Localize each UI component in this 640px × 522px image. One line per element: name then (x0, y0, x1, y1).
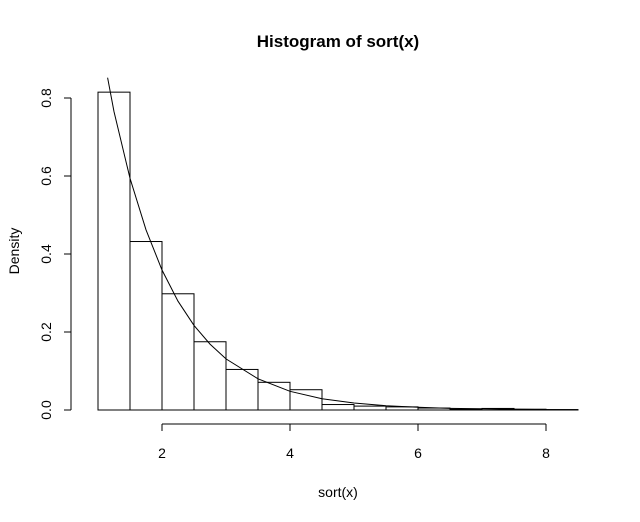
x-axis-label: sort(x) (318, 484, 358, 500)
x-tick-label: 6 (414, 445, 422, 461)
y-axis: 0.0 0.2 0.4 0.6 0.8 (38, 88, 72, 420)
histogram-bar (321, 404, 355, 411)
histogram-bar (449, 408, 483, 411)
x-axis: 2 4 6 8 (158, 423, 550, 461)
histogram-bar (129, 241, 163, 411)
histogram-bar (161, 293, 195, 411)
x-tick-label: 8 (542, 445, 550, 461)
y-tick-label: 0.6 (38, 166, 54, 186)
histogram-bar (257, 381, 291, 411)
histogram-bar (225, 368, 259, 411)
histogram-bar (97, 91, 131, 411)
histogram-bar (193, 341, 227, 411)
chart-title: Histogram of sort(x) (257, 32, 419, 51)
y-axis-label: Density (6, 228, 22, 275)
y-tick-label: 0.4 (38, 244, 54, 264)
density-curve (107, 77, 579, 411)
bars-group (97, 91, 579, 411)
histogram-bar (353, 405, 387, 411)
x-tick-label: 2 (158, 445, 166, 461)
y-tick-label: 0.8 (38, 88, 54, 108)
y-tick-label: 0.2 (38, 322, 54, 342)
x-tick-label: 4 (286, 445, 294, 461)
histogram-bar (289, 389, 323, 411)
y-tick-label: 0.0 (38, 400, 54, 420)
